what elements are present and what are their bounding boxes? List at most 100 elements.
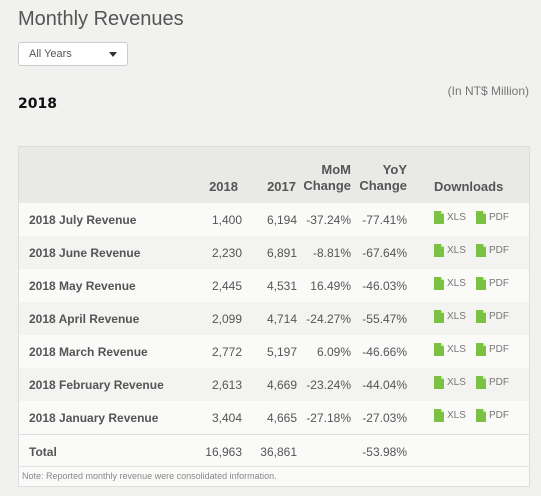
total-2018: 16,963 xyxy=(205,445,242,459)
year-select-value: All Years xyxy=(29,48,72,60)
xls-download-link[interactable]: XLS xyxy=(434,409,466,422)
xls-download-link[interactable]: XLS xyxy=(434,343,466,356)
chevron-down-icon xyxy=(109,52,117,57)
header-2017: 2017 xyxy=(267,179,296,194)
xls-download-link[interactable]: XLS xyxy=(434,310,466,323)
row-2018: 2,772 xyxy=(211,345,242,359)
row-2017: 6,194 xyxy=(266,213,297,227)
row-mom: -23.24% xyxy=(306,378,351,392)
header-downloads: Downloads xyxy=(434,179,504,194)
total-label: Total xyxy=(29,445,57,459)
xls-label: XLS xyxy=(447,278,466,289)
row-2017: 4,531 xyxy=(266,279,297,293)
row-yoy: -46.03% xyxy=(362,279,407,293)
pdf-file-icon xyxy=(476,277,486,290)
pdf-file-icon xyxy=(476,409,486,422)
pdf-file-icon xyxy=(476,244,486,257)
row-mom: -24.27% xyxy=(306,312,351,326)
pdf-label: PDF xyxy=(489,410,509,421)
row-yoy: -46.66% xyxy=(362,345,407,359)
pdf-file-icon xyxy=(476,343,486,356)
row-2017: 4,665 xyxy=(266,411,297,425)
row-yoy: -27.03% xyxy=(362,411,407,425)
table-header: 2018 2017 MoM Change YoY Change Download… xyxy=(19,147,529,203)
xls-label: XLS xyxy=(447,344,466,355)
year-select-dropdown[interactable]: All Years xyxy=(18,42,128,66)
xls-file-icon xyxy=(434,211,444,224)
row-2017: 4,669 xyxy=(266,378,297,392)
pdf-download-link[interactable]: PDF xyxy=(476,244,509,257)
row-2018: 3,404 xyxy=(211,411,242,425)
pdf-file-icon xyxy=(476,211,486,224)
table-row: 2018 January Revenue 3,404 4,665 -27.18% -27… xyxy=(19,401,529,434)
pdf-label: PDF xyxy=(489,311,509,322)
row-yoy: -55.47% xyxy=(362,312,407,326)
row-2017: 6,891 xyxy=(266,246,297,260)
xls-file-icon xyxy=(434,376,444,389)
row-label: 2018 June Revenue xyxy=(29,246,141,260)
pdf-file-icon xyxy=(476,376,486,389)
xls-download-link[interactable]: XLS xyxy=(434,244,466,257)
row-yoy: -77.41% xyxy=(362,213,407,227)
row-mom: -37.24% xyxy=(306,213,351,227)
xls-file-icon xyxy=(434,409,444,422)
row-2017: 5,197 xyxy=(266,345,297,359)
pdf-label: PDF xyxy=(489,245,509,256)
pdf-label: PDF xyxy=(489,278,509,289)
row-mom: -8.81% xyxy=(312,246,351,260)
row-mom: 16.49% xyxy=(310,279,351,293)
row-2018: 2,230 xyxy=(211,246,242,260)
footnote: Note: Reported monthly revenue were cons… xyxy=(19,466,529,486)
pdf-label: PDF xyxy=(489,212,509,223)
pdf-download-link[interactable]: PDF xyxy=(476,343,509,356)
table-row: 2018 May Revenue 2,445 4,531 16.49% -46.03% X… xyxy=(19,269,529,302)
pdf-download-link[interactable]: PDF xyxy=(476,409,509,422)
xls-file-icon xyxy=(434,244,444,257)
revenue-table: 2018 2017 MoM Change YoY Change Download… xyxy=(18,146,530,487)
row-mom: -27.18% xyxy=(306,411,351,425)
table-row: 2018 February Revenue 2,613 4,669 -23.24% -4… xyxy=(19,368,529,401)
pdf-label: PDF xyxy=(489,344,509,355)
row-2017: 4,714 xyxy=(266,312,297,326)
xls-label: XLS xyxy=(447,245,466,256)
year-heading: 2018 xyxy=(18,96,57,112)
header-mom-line2: Change xyxy=(303,178,351,193)
page-title: Monthly Revenues xyxy=(18,8,184,30)
row-2018: 2,613 xyxy=(211,378,242,392)
table-row: 2018 July Revenue 1,400 6,194 -37.24% -77.41… xyxy=(19,203,529,236)
table-row: 2018 March Revenue 2,772 5,197 6.09% -46.66%… xyxy=(19,335,529,368)
header-yoy-line1: YoY xyxy=(382,162,407,177)
pdf-file-icon xyxy=(476,310,486,323)
header-yoy: YoY Change xyxy=(347,162,407,194)
header-mom: MoM Change xyxy=(291,162,351,194)
pdf-download-link[interactable]: PDF xyxy=(476,376,509,389)
row-label: 2018 March Revenue xyxy=(29,345,148,359)
xls-label: XLS xyxy=(447,311,466,322)
table-row: 2018 June Revenue 2,230 6,891 -8.81% -67.64%… xyxy=(19,236,529,269)
total-yoy: -53.98% xyxy=(362,445,407,459)
xls-download-link[interactable]: XLS xyxy=(434,376,466,389)
row-2018: 1,400 xyxy=(211,213,242,227)
row-mom: 6.09% xyxy=(316,345,351,359)
row-label: 2018 February Revenue xyxy=(29,378,164,392)
xls-label: XLS xyxy=(447,410,466,421)
table-row: 2018 April Revenue 2,099 4,714 -24.27% -55.4… xyxy=(19,302,529,335)
xls-download-link[interactable]: XLS xyxy=(434,277,466,290)
row-label: 2018 July Revenue xyxy=(29,213,137,227)
header-yoy-line2: Change xyxy=(359,178,407,193)
header-mom-line1: MoM xyxy=(321,162,351,177)
row-yoy: -67.64% xyxy=(362,246,407,260)
header-2018: 2018 xyxy=(209,179,238,194)
row-label: 2018 January Revenue xyxy=(29,411,159,425)
unit-note: (In NT$ Million) xyxy=(447,84,529,98)
xls-file-icon xyxy=(434,310,444,323)
xls-download-link[interactable]: XLS xyxy=(434,211,466,224)
pdf-download-link[interactable]: PDF xyxy=(476,310,509,323)
pdf-download-link[interactable]: PDF xyxy=(476,211,509,224)
pdf-download-link[interactable]: PDF xyxy=(476,277,509,290)
row-label: 2018 April Revenue xyxy=(29,312,140,326)
total-2017: 36,861 xyxy=(260,445,297,459)
xls-file-icon xyxy=(434,277,444,290)
pdf-label: PDF xyxy=(489,377,509,388)
row-yoy: -44.04% xyxy=(362,378,407,392)
